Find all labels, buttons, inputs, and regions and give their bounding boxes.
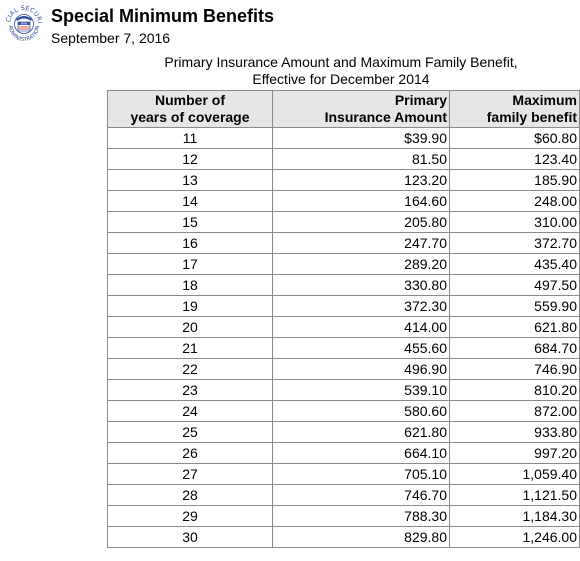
cell-years: 21 [107, 337, 273, 359]
table-row: 20 414.00 621.80 [107, 316, 580, 338]
cell-max-family: 559.90 [449, 295, 580, 317]
cell-max-family: 1,059.40 [449, 463, 580, 485]
cell-years: 28 [107, 484, 273, 506]
benefits-table: Number of years of coverage Primary Insu… [107, 90, 580, 548]
table-row: 21 455.60 684.70 [107, 337, 580, 359]
page-date: September 7, 2016 [51, 30, 171, 46]
cell-years: 18 [107, 274, 273, 296]
cell-pia: 496.90 [272, 358, 450, 380]
table-row: 19 372.30 559.90 [107, 295, 580, 317]
table-row: 23 539.10 810.20 [107, 379, 580, 401]
header-pia-line-1: Primary [394, 92, 447, 108]
cell-pia: 289.20 [272, 253, 450, 275]
cell-max-family: 248.00 [449, 190, 580, 212]
header-max-line-1: Maximum [512, 92, 577, 108]
cell-years: 29 [107, 505, 273, 527]
cell-pia: 829.80 [272, 526, 450, 548]
header-years-line-2: years of coverage [130, 109, 250, 125]
cell-pia: 164.60 [272, 190, 450, 212]
table-caption: Primary Insurance Amount and Maximum Fam… [107, 54, 575, 88]
cell-pia: $39.90 [272, 127, 450, 149]
table-row: 16 247.70 372.70 [107, 232, 580, 254]
table-row: 27 705.10 1,059.40 [107, 463, 580, 485]
cell-pia: 746.70 [272, 484, 450, 506]
cell-max-family: 310.00 [449, 211, 580, 233]
cell-max-family: 621.80 [449, 316, 580, 338]
cell-years: 19 [107, 295, 273, 317]
cell-max-family: 933.80 [449, 421, 580, 443]
table-row: 11 $39.90 $60.80 [107, 127, 580, 149]
cell-years: 26 [107, 442, 273, 464]
cell-pia: 539.10 [272, 379, 450, 401]
page-title: Special Minimum Benefits [51, 6, 275, 26]
cell-pia: 330.80 [272, 274, 450, 296]
ssa-seal-logo: SOCIAL SECURITY ADMINISTRATION USA [2, 2, 43, 43]
cell-max-family: 435.40 [449, 253, 580, 275]
header-primary-insurance-amount: Primary Insurance Amount [272, 90, 450, 128]
cell-max-family: 497.50 [449, 274, 580, 296]
cell-pia: 455.60 [272, 337, 450, 359]
cell-years: 30 [107, 526, 273, 548]
table-row: 28 746.70 1,121.50 [107, 484, 580, 506]
header-pia-line-2: Insurance Amount [324, 109, 447, 125]
header-max-line-2: family benefit [486, 109, 577, 125]
cell-pia: 81.50 [272, 148, 450, 170]
table-row: 17 289.20 435.40 [107, 253, 580, 275]
table-body: 11 $39.90 $60.80 12 81.50 123.40 13 123.20 185… [107, 127, 580, 548]
table-row: 30 829.80 1,246.00 [107, 526, 580, 548]
cell-max-family: 185.90 [449, 169, 580, 191]
header-years-of-coverage: Number of years of coverage [107, 90, 273, 128]
cell-pia: 788.30 [272, 505, 450, 527]
cell-pia: 247.70 [272, 232, 450, 254]
cell-pia: 705.10 [272, 463, 450, 485]
table-row: 29 788.30 1,184.30 [107, 505, 580, 527]
cell-years: 27 [107, 463, 273, 485]
table-row: 15 205.80 310.00 [107, 211, 580, 233]
table-row: 13 123.20 185.90 [107, 169, 580, 191]
cell-pia: 414.00 [272, 316, 450, 338]
cell-pia: 372.30 [272, 295, 450, 317]
cell-max-family: $60.80 [449, 127, 580, 149]
cell-pia: 123.20 [272, 169, 450, 191]
cell-years: 13 [107, 169, 273, 191]
cell-years: 20 [107, 316, 273, 338]
cell-years: 22 [107, 358, 273, 380]
table-row: 25 621.80 933.80 [107, 421, 580, 443]
header-years-line-1: Number of [155, 92, 225, 108]
table-row: 18 330.80 497.50 [107, 274, 580, 296]
logo-badge-text: USA [21, 21, 27, 25]
cell-years: 24 [107, 400, 273, 422]
cell-max-family: 1,246.00 [449, 526, 580, 548]
header-maximum-family-benefit: Maximum family benefit [449, 90, 580, 128]
cell-years: 25 [107, 421, 273, 443]
table-row: 22 496.90 746.90 [107, 358, 580, 380]
table-row: 24 580.60 872.00 [107, 400, 580, 422]
cell-years: 12 [107, 148, 273, 170]
table-row: 12 81.50 123.40 [107, 148, 580, 170]
cell-max-family: 810.20 [449, 379, 580, 401]
cell-pia: 205.80 [272, 211, 450, 233]
cell-max-family: 997.20 [449, 442, 580, 464]
cell-max-family: 372.70 [449, 232, 580, 254]
cell-max-family: 872.00 [449, 400, 580, 422]
cell-max-family: 746.90 [449, 358, 580, 380]
caption-line-2: Effective for December 2014 [252, 71, 430, 87]
cell-years: 11 [107, 127, 273, 149]
cell-pia: 580.60 [272, 400, 450, 422]
cell-years: 15 [107, 211, 273, 233]
table-row: 14 164.60 248.00 [107, 190, 580, 212]
cell-max-family: 1,184.30 [449, 505, 580, 527]
cell-years: 23 [107, 379, 273, 401]
cell-years: 16 [107, 232, 273, 254]
cell-pia: 621.80 [272, 421, 450, 443]
cell-max-family: 684.70 [449, 337, 580, 359]
cell-years: 17 [107, 253, 273, 275]
table-row: 26 664.10 997.20 [107, 442, 580, 464]
cell-max-family: 123.40 [449, 148, 580, 170]
caption-line-1: Primary Insurance Amount and Maximum Fam… [164, 54, 518, 70]
table-header-row: Number of years of coverage Primary Insu… [107, 90, 580, 128]
cell-pia: 664.10 [272, 442, 450, 464]
cell-years: 14 [107, 190, 273, 212]
cell-max-family: 1,121.50 [449, 484, 580, 506]
